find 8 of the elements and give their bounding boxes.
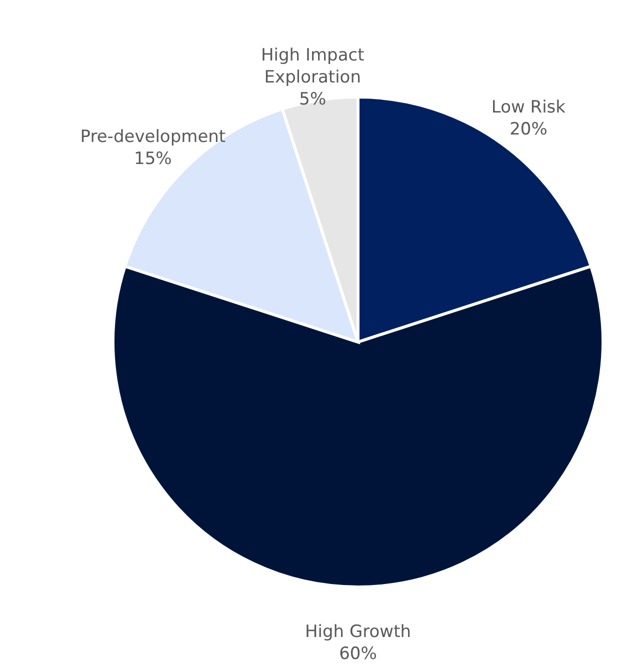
slice-label: Pre-development [80,126,226,147]
data-label: 5% [299,90,326,110]
data-label: 20% [510,119,548,140]
data-label: 60% [339,644,377,664]
slice-label: High Growth [304,622,412,642]
data-label: 15% [134,148,172,169]
slice-label: Low Risk [491,97,566,118]
slice-label: High Impact Exploration [260,46,365,88]
